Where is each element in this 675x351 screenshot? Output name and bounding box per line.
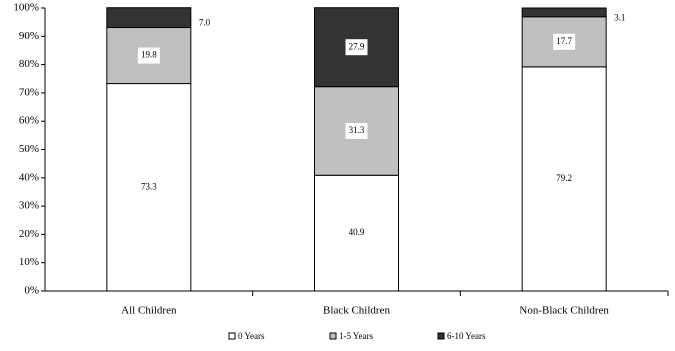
value-label: 27.9: [349, 41, 365, 51]
y-tick-label: 40%: [19, 171, 39, 183]
y-tick-label: 90%: [19, 30, 39, 42]
legend-swatch: [329, 332, 337, 340]
legend-swatch: [437, 332, 445, 340]
value-label: 40.9: [349, 227, 365, 237]
value-label: 19.8: [141, 50, 157, 60]
value-label-box: [345, 122, 368, 139]
value-label: 3.1: [614, 12, 625, 22]
value-label-box: [137, 47, 160, 64]
value-label-box: [345, 39, 368, 56]
legend-label: 0 Years: [238, 331, 265, 341]
value-label: 31.3: [349, 125, 365, 135]
y-tick-label: 0%: [24, 285, 39, 297]
value-label: 7.0: [199, 18, 211, 28]
value-label-box: [553, 33, 576, 50]
legend-label: 6-10 Years: [447, 331, 486, 341]
value-label: 79.2: [556, 173, 572, 183]
y-tick-label: 70%: [19, 86, 39, 98]
x-tick-label: Black Children: [323, 305, 390, 317]
legend-label: 1-5 Years: [339, 331, 373, 341]
y-tick-label: 50%: [19, 143, 39, 155]
bar-segment: [521, 7, 607, 18]
bar-segment: [106, 7, 192, 29]
value-label-box: [345, 225, 368, 242]
y-tick-label: 30%: [19, 200, 39, 212]
y-tick-label: 20%: [19, 228, 39, 240]
y-tick-label: 80%: [19, 58, 39, 70]
value-label-box: [137, 179, 160, 196]
y-tick-label: 60%: [19, 115, 39, 127]
legend-swatch: [228, 332, 236, 340]
x-tick-label: All Children: [121, 305, 177, 317]
value-label: 73.3: [141, 181, 157, 191]
y-tick-label: 10%: [19, 256, 39, 268]
value-label: 17.7: [556, 36, 572, 46]
value-label-box: [553, 170, 576, 187]
x-tick-label: Non-Black Children: [519, 305, 609, 317]
y-tick-label: 100%: [13, 2, 39, 14]
